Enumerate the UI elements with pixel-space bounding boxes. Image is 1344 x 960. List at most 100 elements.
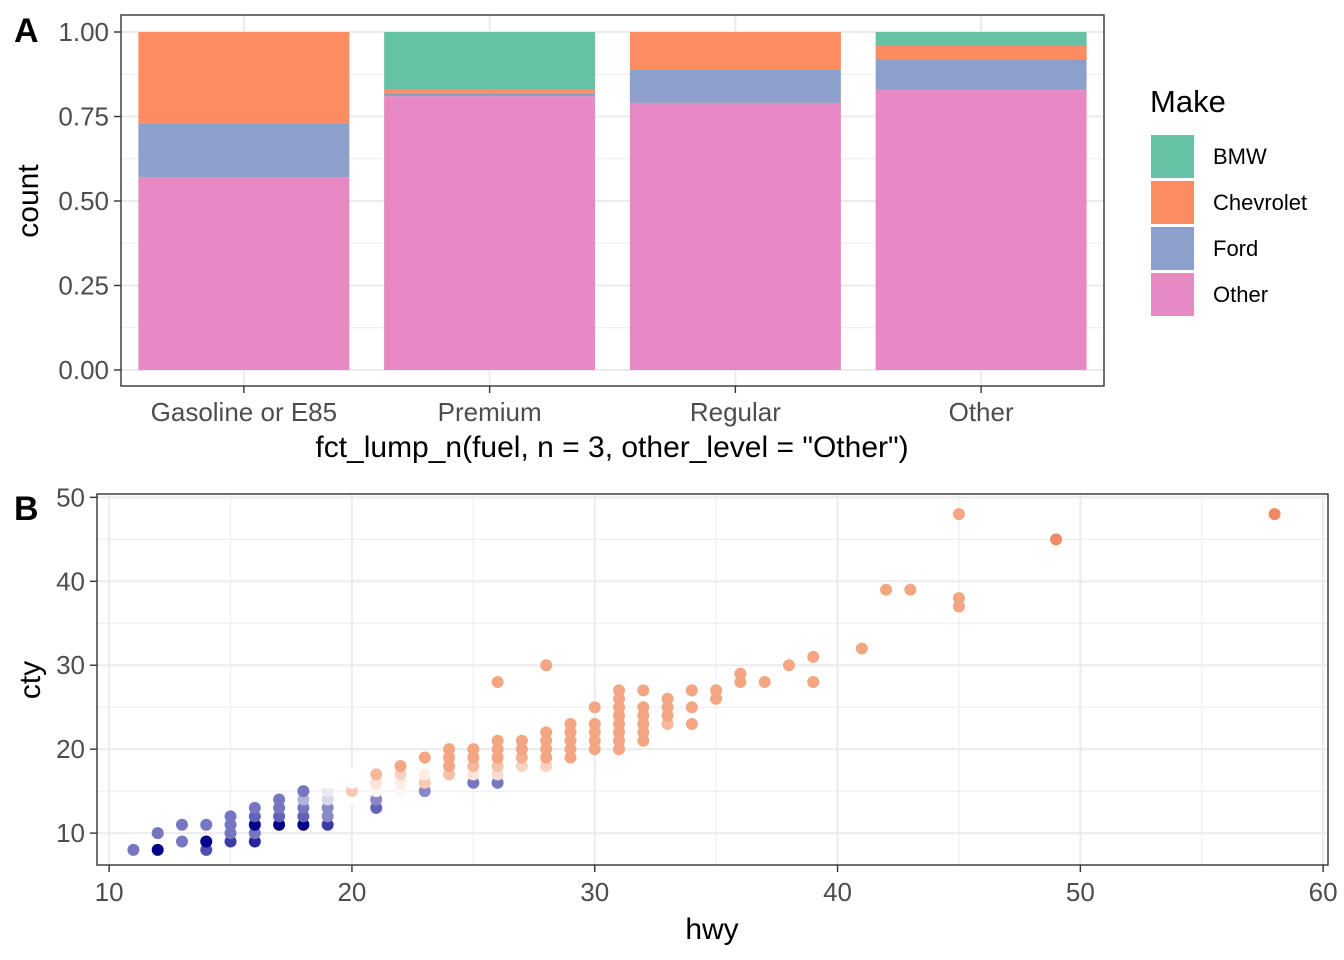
- bar-other-2: [629, 102, 841, 370]
- scatter-point: [370, 793, 383, 806]
- scatter-point: [637, 709, 650, 722]
- scatter-point: [467, 751, 480, 764]
- scatter-point: [613, 701, 626, 714]
- scatter-point: [637, 684, 650, 697]
- scatter-point: [710, 684, 723, 697]
- x-tick-label: 60: [1309, 877, 1338, 907]
- y-tick-label: 50: [56, 482, 85, 512]
- scatter-chart-panel: B 10 20 30 40 50 60 10 20 30 40 50 hwy cty: [14, 482, 1338, 946]
- legend-label-chevrolet: Chevrolet: [1213, 190, 1307, 215]
- scatter-point: [200, 818, 213, 831]
- axes-a: 0.00 0.25 0.50 0.75 1.00 Gasoline or E85 Premi…: [58, 17, 1014, 427]
- points-b: [127, 508, 1281, 856]
- scatter-point: [248, 827, 261, 840]
- legend-key-chevrolet: [1151, 181, 1194, 224]
- scatter-point: [491, 743, 504, 756]
- scatter-point: [248, 818, 261, 831]
- scatter-point: [345, 768, 358, 781]
- scatter-point: [345, 793, 358, 806]
- scatter-point: [637, 717, 650, 730]
- scatter-point: [685, 701, 698, 714]
- scatter-point: [588, 734, 601, 747]
- scatter-point: [491, 751, 504, 764]
- plot-border-b: [96, 493, 1329, 866]
- bar-other-1: [384, 96, 596, 370]
- scatter-point: [467, 743, 480, 756]
- scatter-point: [224, 810, 237, 823]
- scatter-point: [345, 776, 358, 789]
- scatter-point: [175, 835, 188, 848]
- x-tick-label: 30: [580, 877, 609, 907]
- axes-b: 10 20 30 40 50 60 10 20 30 40 50: [56, 482, 1338, 907]
- scatter-point: [540, 751, 553, 764]
- scatter-point: [685, 684, 698, 697]
- scatter-point: [685, 717, 698, 730]
- bar-chevrolet-0: [138, 32, 350, 124]
- scatter-point: [540, 759, 553, 772]
- scatter-point: [734, 667, 747, 680]
- scatter-point: [588, 701, 601, 714]
- scatter-point: [613, 709, 626, 722]
- y-axis-title-a: count: [12, 164, 45, 238]
- scatter-point: [200, 835, 213, 848]
- legend-label-ford: Ford: [1213, 236, 1258, 261]
- bar-other-0: [138, 177, 350, 370]
- scatter-point: [297, 801, 310, 814]
- legend-key-other: [1151, 273, 1194, 316]
- scatter-point: [151, 843, 164, 856]
- scatter-point: [467, 768, 480, 781]
- legend-label-other: Other: [1213, 282, 1268, 307]
- scatter-point: [467, 759, 480, 772]
- scatter-point: [564, 734, 577, 747]
- legend-key-ford: [1151, 227, 1194, 270]
- y-tick-label: 1.00: [58, 17, 109, 47]
- y-tick-label: 20: [56, 734, 85, 764]
- legend-title: Make: [1150, 84, 1226, 119]
- scatter-point: [588, 726, 601, 739]
- scatter-point: [273, 793, 286, 806]
- scatter-point: [613, 734, 626, 747]
- y-tick-label: 30: [56, 650, 85, 680]
- scatter-point: [491, 768, 504, 781]
- scatter-point: [370, 768, 383, 781]
- x-axis-title-a: fct_lump_n(fuel, n = 3, other_level = "O…: [315, 431, 908, 464]
- x-tick-label: Regular: [690, 397, 781, 427]
- x-axis-title-b: hwy: [685, 913, 738, 946]
- panel-label-a: A: [14, 12, 39, 50]
- scatter-point: [564, 717, 577, 730]
- scatter-point: [855, 642, 868, 655]
- bars-a: [138, 32, 1087, 371]
- scatter-point: [952, 508, 965, 521]
- scatter-point: [807, 650, 820, 663]
- scatter-point: [540, 734, 553, 747]
- scatter-point: [394, 785, 407, 798]
- x-tick-label: Gasoline or E85: [151, 397, 337, 427]
- scatter-point: [443, 776, 456, 789]
- scatter-point: [637, 734, 650, 747]
- scatter-point: [297, 810, 310, 823]
- scatter-point: [370, 776, 383, 789]
- scatter-point: [297, 785, 310, 798]
- scatter-point: [588, 743, 601, 756]
- x-tick-label: Other: [949, 397, 1014, 427]
- bar-chevrolet-3: [875, 45, 1087, 60]
- bar-ford-1: [384, 92, 596, 97]
- scatter-point: [661, 709, 674, 722]
- bar-chevrolet-1: [384, 89, 596, 93]
- scatter-point: [321, 785, 334, 798]
- scatter-point: [443, 759, 456, 772]
- scatter-point: [491, 734, 504, 747]
- scatter-point: [321, 793, 334, 806]
- scatter-point: [515, 751, 528, 764]
- scatter-point: [370, 801, 383, 814]
- scatter-point: [564, 726, 577, 739]
- scatter-point: [588, 717, 601, 730]
- bar-other-3: [875, 89, 1087, 371]
- x-tick-label: Premium: [438, 397, 542, 427]
- scatter-point: [273, 810, 286, 823]
- scatter-point: [540, 659, 553, 672]
- scatter-point: [394, 768, 407, 781]
- scatter-point: [321, 776, 334, 789]
- legend: Make BMW Chevrolet Ford Other: [1150, 84, 1307, 316]
- scatter-point: [1268, 508, 1281, 521]
